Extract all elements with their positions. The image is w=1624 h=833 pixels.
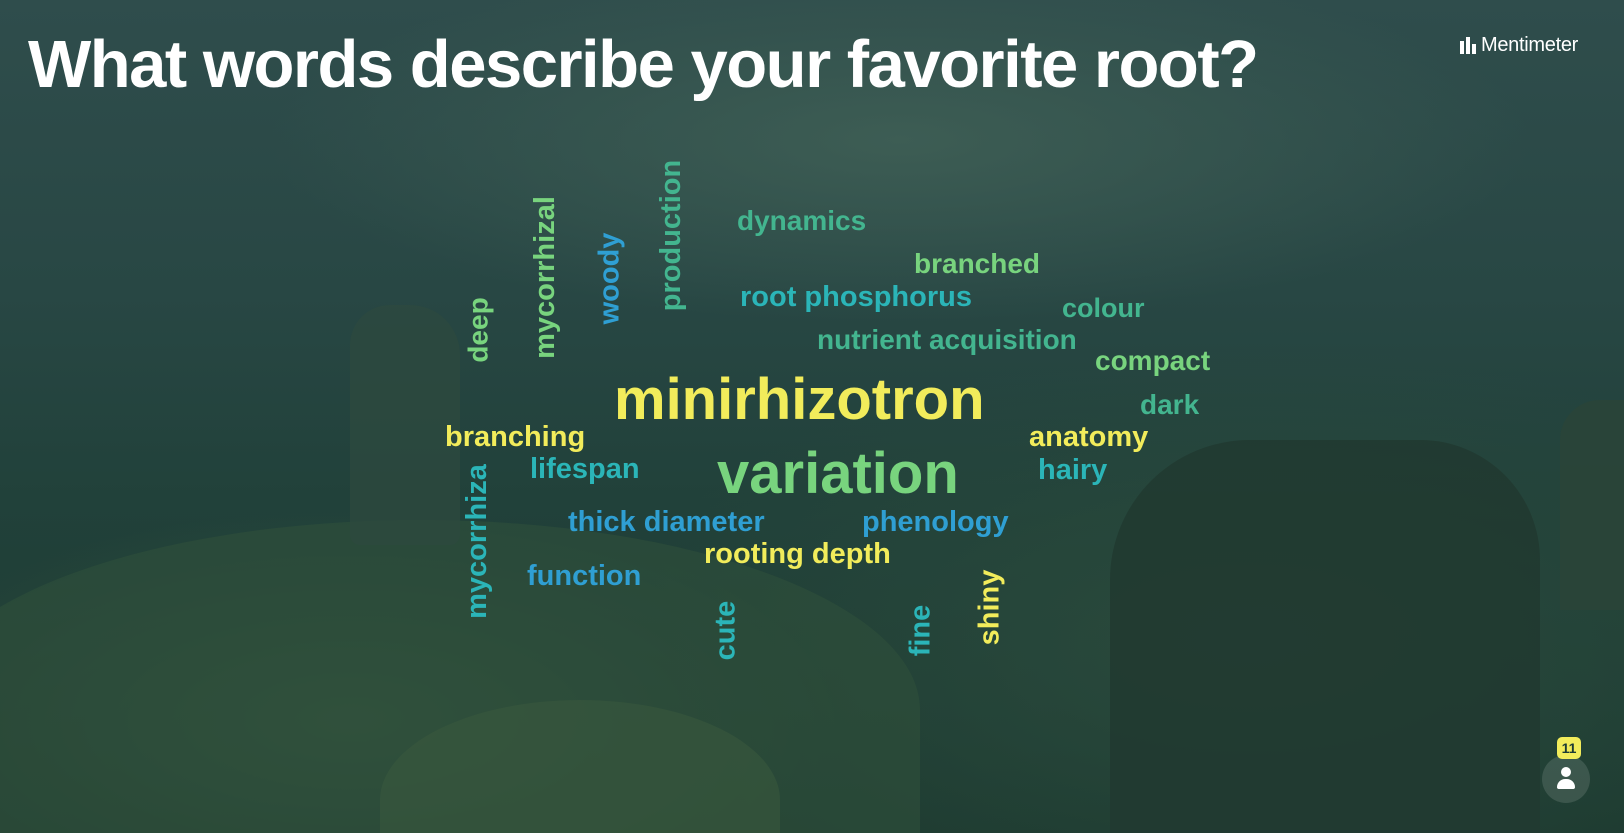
word-cloud-word: shiny: [973, 569, 1006, 646]
word-cloud-word: lifespan: [530, 453, 640, 485]
word-cloud-word: branching: [445, 421, 586, 453]
mentimeter-logo-icon: [1460, 37, 1476, 54]
word-cloud-word: colour: [1062, 293, 1145, 323]
word-cloud-word: function: [527, 560, 642, 592]
participants-button[interactable]: [1542, 755, 1590, 803]
background-rock: [350, 305, 460, 545]
word-cloud-word: woody: [593, 232, 626, 325]
word-cloud-word: fine: [904, 604, 937, 657]
slide-title: What words describe your favorite root?: [28, 27, 1259, 102]
word-cloud-word: dynamics: [737, 205, 867, 236]
word-cloud-word: nutrient acquisition: [817, 324, 1077, 355]
word-cloud-word: mycorrhizal: [528, 196, 561, 359]
word-cloud-word: hairy: [1038, 454, 1108, 486]
word-cloud-word: phenology: [862, 506, 1009, 538]
word-cloud-word: branched: [914, 248, 1041, 279]
word-cloud-word: minirhizotron: [614, 367, 985, 432]
word-cloud-word: variation: [717, 441, 959, 506]
brand-logo: Mentimeter: [1460, 34, 1578, 57]
background-rock: [1110, 440, 1540, 833]
word-cloud-word: deep: [462, 297, 494, 363]
word-cloud-word: mycorrhiza: [460, 464, 493, 619]
word-cloud-word: rooting depth: [704, 538, 891, 570]
participant-count-badge: 11: [1557, 737, 1581, 759]
person-icon: [1555, 767, 1577, 791]
word-cloud-word: production: [655, 159, 688, 312]
word-cloud-word: root phosphorus: [740, 281, 972, 313]
word-cloud-word: anatomy: [1029, 421, 1149, 453]
background-rock: [1560, 400, 1624, 610]
word-cloud-word: cute: [709, 600, 742, 661]
word-cloud-word: compact: [1095, 345, 1211, 376]
brand-name: Mentimeter: [1481, 34, 1579, 56]
word-cloud-word: thick diameter: [568, 506, 765, 538]
word-cloud-word: dark: [1140, 389, 1200, 420]
